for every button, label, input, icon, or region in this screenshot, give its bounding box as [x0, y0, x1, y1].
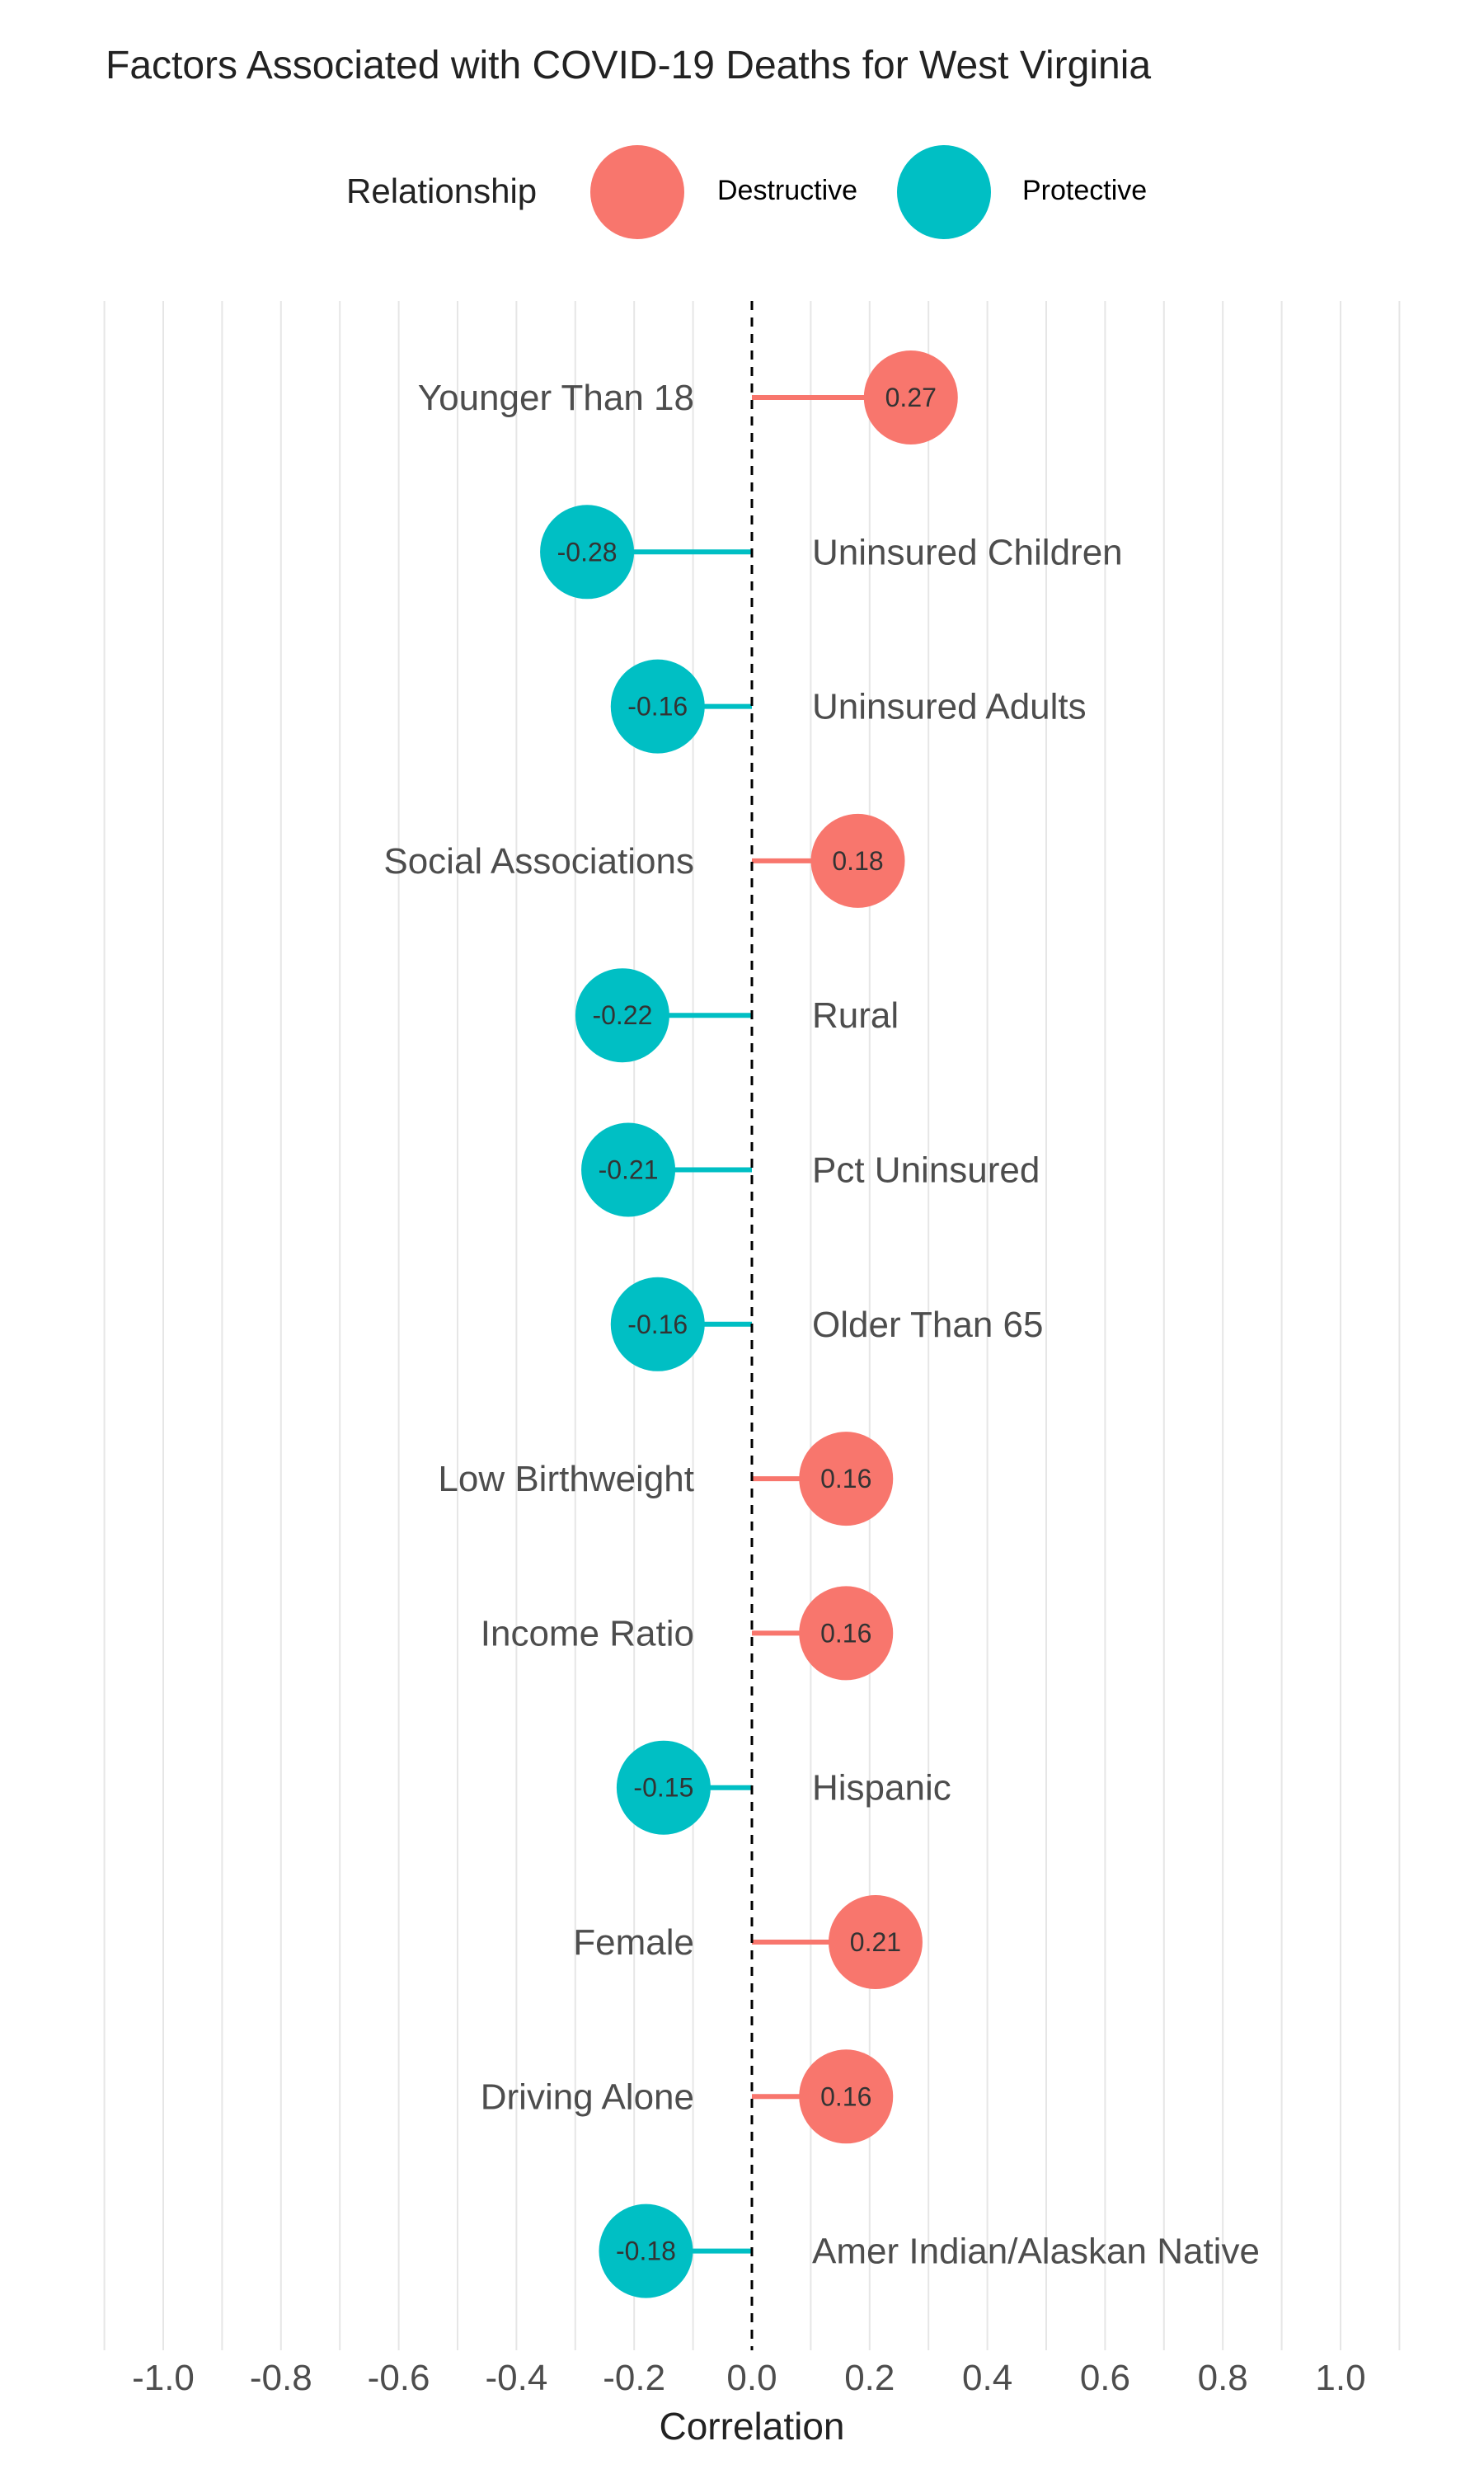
x-tick-label: 0.6 — [1080, 2358, 1130, 2398]
x-tick-label: -0.8 — [250, 2358, 312, 2398]
lollipop-point — [575, 968, 669, 1063]
value-label: 0.27 — [885, 383, 937, 412]
lollipop-point — [610, 659, 705, 754]
x-axis-ticks: -1.0 -0.8 -0.6 -0.4 -0.2 0.0 0.2 0.4 0.6 0.8 1.0 — [132, 2358, 1366, 2398]
factor-label: Younger Than 18 — [418, 378, 694, 418]
factor-label: Social Associations — [383, 841, 694, 882]
x-tick-label: 1.0 — [1315, 2358, 1365, 2398]
factor-label: Pct Uninsured — [812, 1150, 1040, 1191]
value-label: -0.21 — [599, 1155, 659, 1185]
x-tick-label: -0.6 — [368, 2358, 430, 2398]
factor-label: Older Than 65 — [812, 1305, 1043, 1345]
x-tick-label: 0.4 — [962, 2358, 1012, 2398]
factor-label: Low Birthweight — [438, 1459, 694, 1499]
lollipop-point — [610, 1277, 705, 1371]
grid — [103, 301, 1401, 2350]
value-label: 0.16 — [820, 1618, 871, 1648]
lollipop-point — [828, 1895, 923, 1989]
legend-key-protective — [897, 145, 991, 239]
x-tick-label: 0.2 — [844, 2358, 895, 2398]
lollipop-point — [810, 813, 905, 908]
value-label: -0.22 — [592, 1000, 652, 1030]
lollipop-point — [540, 505, 635, 600]
legend: Relationship Destructive Protective — [0, 142, 1484, 241]
value-label: 0.18 — [832, 846, 883, 876]
legend-key-destructive — [590, 145, 684, 239]
factor-label: Hispanic — [812, 1768, 951, 1808]
chart-title: Factors Associated with COVID-19 Deaths … — [106, 44, 1152, 87]
x-tick-label: 0.0 — [726, 2358, 777, 2398]
value-label: -0.18 — [616, 2236, 676, 2266]
lollipop-point — [863, 350, 958, 444]
factor-label: Amer Indian/Alaskan Native — [812, 2232, 1260, 2272]
x-tick-label: -0.4 — [485, 2358, 547, 2398]
value-label: -0.28 — [557, 537, 618, 567]
x-tick-label: -0.2 — [603, 2358, 665, 2398]
factor-label: Rural — [812, 995, 899, 1036]
lollipop-point — [616, 1740, 711, 1835]
value-label: 0.16 — [820, 2081, 871, 2111]
legend-label-protective: Protective — [1022, 175, 1148, 206]
lollipop-point — [799, 1586, 894, 1681]
value-label: -0.15 — [633, 1773, 693, 1803]
factor-label: Income Ratio — [481, 1613, 694, 1653]
value-label: 0.16 — [820, 1464, 871, 1493]
factor-label: Female — [573, 1922, 694, 1963]
value-label: -0.16 — [627, 692, 688, 722]
lollipop-point — [599, 2204, 693, 2298]
x-tick-label: 0.8 — [1198, 2358, 1248, 2398]
x-tick-label: -1.0 — [132, 2358, 195, 2398]
value-label: 0.21 — [850, 1927, 901, 1957]
points: 0.27 -0.28 -0.16 0.18 -0.22 -0.21 -0.16 0.16 0.1… — [540, 350, 958, 2298]
factor-label: Driving Alone — [481, 2077, 694, 2117]
lollipop-point — [581, 1122, 676, 1217]
lollipop-point — [799, 1432, 894, 1526]
x-axis-title: Correlation — [660, 2405, 845, 2448]
legend-label-destructive: Destructive — [717, 175, 858, 206]
factor-labels: Younger Than 18 Uninsured Children Uninsur… — [383, 378, 1260, 2272]
legend-title: Relationship — [346, 172, 538, 210]
lollipop-point — [799, 2049, 894, 2144]
factor-label: Uninsured Adults — [812, 687, 1087, 727]
factor-label: Uninsured Children — [812, 532, 1123, 572]
value-label: -0.16 — [627, 1310, 688, 1339]
